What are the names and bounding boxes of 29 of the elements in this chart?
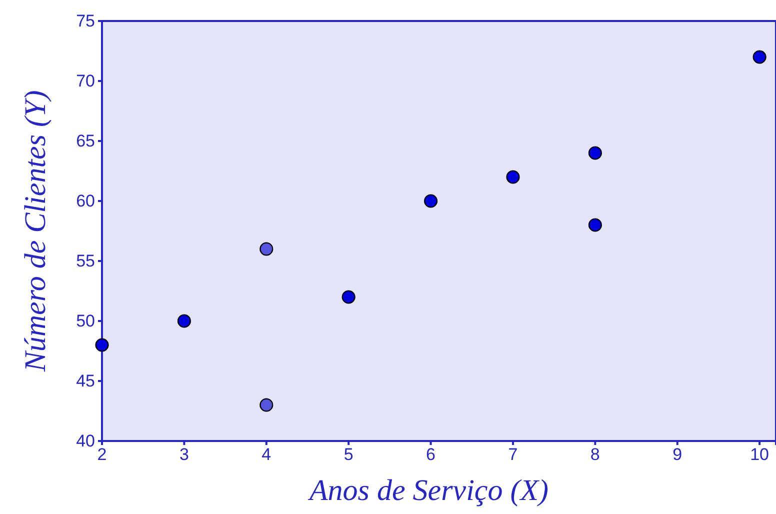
x-tick-label: 5 <box>344 445 354 464</box>
y-tick-label: 50 <box>76 311 95 330</box>
point <box>95 338 109 352</box>
y-tick-label: 60 <box>76 191 95 210</box>
x-tick-label: 10 <box>750 445 770 464</box>
y-tick-label: 75 <box>76 11 95 30</box>
x-tick-label: 7 <box>508 445 518 464</box>
point <box>588 146 602 160</box>
y-tick-label: 65 <box>76 131 95 150</box>
point <box>588 218 602 232</box>
y-tick-label: 40 <box>76 431 95 450</box>
x-tick-label: 9 <box>672 445 682 464</box>
point <box>506 170 520 184</box>
point <box>752 50 766 64</box>
x-axis-title: Anos de Serviço (X) <box>307 474 549 507</box>
x-tick-label: 2 <box>97 445 107 464</box>
x-tick-label: 8 <box>590 445 600 464</box>
x-tick-label: 3 <box>179 445 189 464</box>
point <box>424 194 438 208</box>
x-tick-label: 4 <box>262 445 272 464</box>
y-axis-title: Número de Clientes (Y) <box>19 90 52 373</box>
x-tick-label: 6 <box>426 445 436 464</box>
point <box>260 398 274 412</box>
y-tick-label: 45 <box>76 371 95 390</box>
y-tick-label: 70 <box>76 71 95 90</box>
point <box>342 290 356 304</box>
point <box>177 314 191 328</box>
point <box>260 242 274 256</box>
y-tick-label: 55 <box>76 251 95 270</box>
